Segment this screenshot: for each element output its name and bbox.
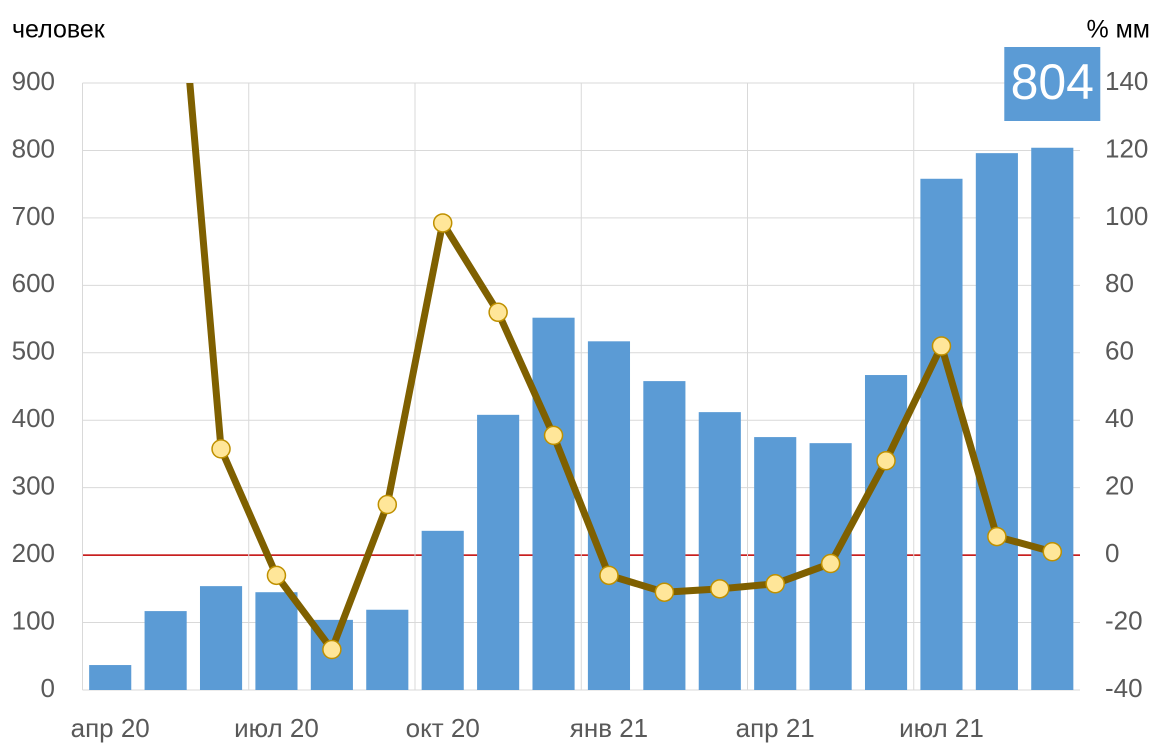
line-group: [186, 83, 1063, 660]
x-tick-label: апр 21: [736, 713, 815, 743]
y-tick-label: 500: [12, 336, 55, 366]
bar: [477, 414, 520, 690]
x-tick-label: окт 20: [406, 713, 480, 743]
data-label-box: [1004, 47, 1101, 121]
bar: [532, 317, 575, 690]
y-tick-label: 200: [12, 538, 55, 568]
bar: [89, 665, 132, 690]
y2-tick-label: 100: [1105, 201, 1148, 231]
bar: [754, 437, 797, 690]
y2-tick-label: 60: [1105, 336, 1134, 366]
bar: [975, 153, 1018, 691]
x-tick-label: апр 20: [71, 713, 150, 743]
line-marker: [931, 336, 952, 356]
line-marker: [488, 302, 508, 323]
y2-tick-label: 40: [1105, 403, 1134, 433]
x-tick-label: янв 21: [570, 713, 648, 743]
y-axis-label: человек: [12, 16, 106, 44]
line-marker: [987, 526, 1007, 547]
line-marker: [765, 574, 785, 594]
bar: [643, 381, 686, 690]
y-tick-label: 300: [12, 471, 55, 501]
line-marker: [322, 639, 342, 660]
y-tick-label: 800: [12, 133, 55, 163]
y2-tick-label: 140: [1105, 66, 1148, 96]
line-marker: [599, 565, 619, 586]
bar: [587, 341, 631, 690]
y2-tick-label: 0: [1105, 538, 1119, 568]
line-marker: [654, 582, 675, 602]
line-marker: [432, 213, 453, 233]
x-tick-label: июл 21: [899, 713, 984, 743]
bar: [920, 178, 963, 690]
y2-tick-label: 120: [1105, 133, 1148, 163]
bar: [199, 586, 243, 690]
line-marker: [710, 579, 730, 599]
line-marker: [266, 565, 287, 586]
y-tick-label: 0: [41, 673, 55, 703]
y-tick-label: 700: [12, 201, 55, 231]
bar: [1031, 147, 1074, 690]
y2-tick-label: 20: [1105, 471, 1134, 501]
x-tick-label: июл 20: [234, 713, 319, 743]
bar: [144, 611, 187, 690]
line-marker: [820, 553, 841, 574]
y-tick-label: 600: [12, 268, 55, 298]
bar: [255, 592, 298, 690]
y-tick-label: 100: [12, 605, 55, 635]
y-tick-label: 400: [12, 403, 55, 433]
y2-axis-label: % мм: [1086, 16, 1150, 44]
line-marker: [211, 439, 231, 459]
line-marker: [876, 450, 896, 471]
y2-tick-label: -40: [1105, 673, 1143, 703]
line-marker: [543, 425, 564, 446]
bar: [366, 609, 409, 690]
y2-tick-label: -20: [1105, 605, 1143, 635]
data-label: 804: [1011, 54, 1094, 110]
y2-tick-label: 80: [1105, 268, 1134, 298]
line-marker: [377, 494, 398, 515]
bar: [698, 412, 741, 690]
line-marker: [1042, 541, 1063, 562]
bar: [421, 530, 464, 690]
y-tick-label: 900: [12, 66, 55, 96]
